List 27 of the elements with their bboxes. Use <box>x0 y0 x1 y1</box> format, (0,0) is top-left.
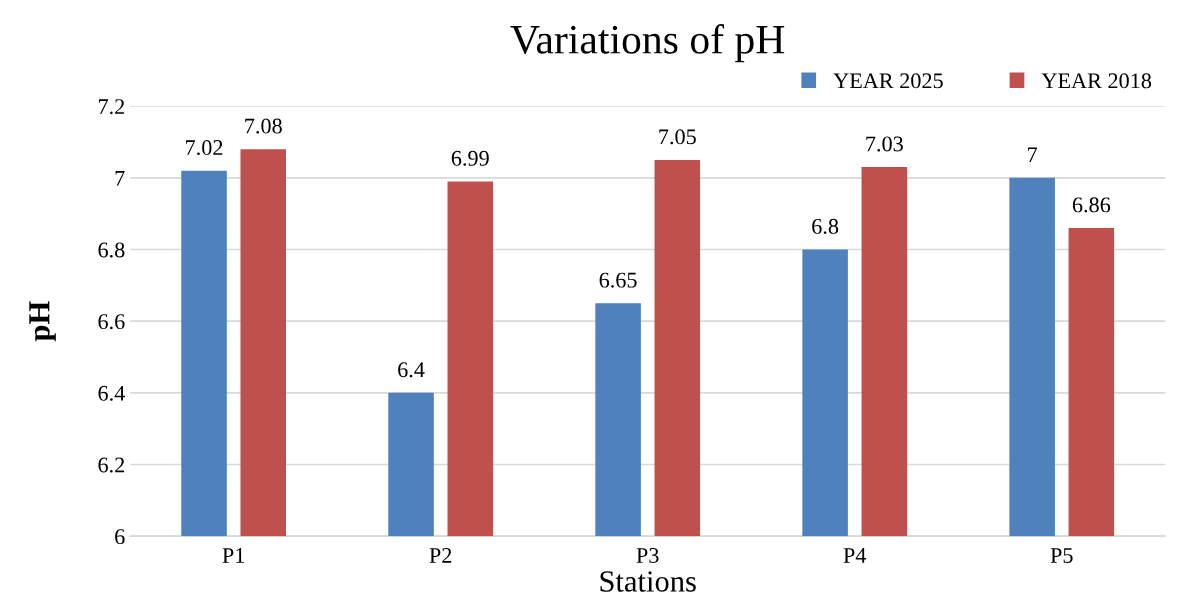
data-label: 7.03 <box>866 136 903 152</box>
data-label: 6.99 <box>451 150 489 166</box>
data-label: 6.86 <box>1072 197 1111 213</box>
data-label: 7.08 <box>245 118 282 134</box>
data-label: 7 <box>1028 147 1038 162</box>
data-label: 7.02 <box>186 140 223 156</box>
data-label: 6.65 <box>599 272 637 288</box>
y-axis-title: pH <box>29 301 56 342</box>
x-tick-label: P2 <box>429 548 452 563</box>
chart-title: Variations of pH <box>510 24 785 63</box>
x-tick-label: P1 <box>222 548 245 563</box>
y-tick-label: 6.8 <box>98 242 125 258</box>
legend-label: YEAR 2025 <box>833 73 943 89</box>
x-tick-label: P4 <box>843 548 867 563</box>
y-tick-label: 6.4 <box>98 385 125 401</box>
x-axis-title: Stations <box>600 571 696 592</box>
legend-label: YEAR 2018 <box>1041 73 1152 89</box>
y-tick-label: 6.2 <box>98 457 125 473</box>
y-tick-label: 7.2 <box>98 99 125 115</box>
x-tick-label: P3 <box>636 548 659 563</box>
y-tick-label: 6.6 <box>98 314 125 330</box>
data-label: 6.8 <box>812 218 839 234</box>
y-tick-label: 6 <box>115 529 125 545</box>
data-label: 7.05 <box>659 129 696 145</box>
data-label: 6.4 <box>398 362 425 378</box>
x-tick-label: P5 <box>1050 548 1073 563</box>
y-tick-label: 7 <box>115 170 125 186</box>
